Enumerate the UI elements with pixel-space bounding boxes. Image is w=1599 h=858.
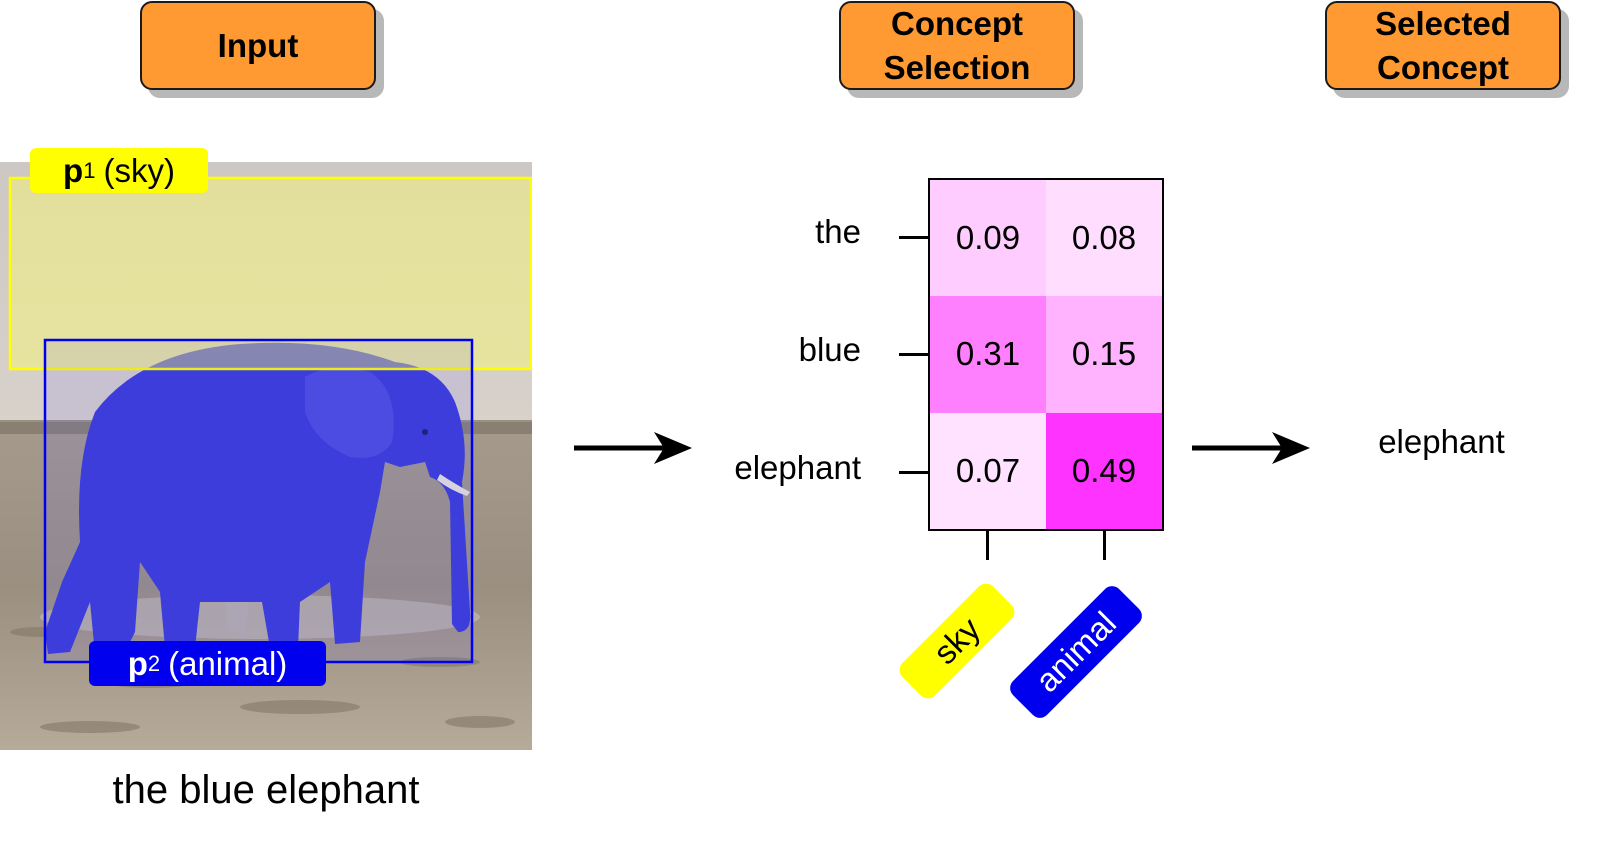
input-caption: the blue elephant bbox=[112, 768, 420, 812]
concept-selection-header-line1: Concept bbox=[891, 4, 1023, 42]
row-label-elephant: elephant bbox=[734, 449, 861, 486]
region-tag-p1-letter: p bbox=[63, 151, 84, 189]
row-tick bbox=[899, 353, 928, 356]
selected-concept-result: elephant bbox=[1378, 423, 1505, 460]
concept-selection-header: Concept Selection bbox=[839, 1, 1075, 90]
column-tick bbox=[1103, 531, 1106, 560]
row-tick bbox=[899, 471, 928, 474]
column-tick bbox=[986, 531, 989, 560]
selected-concept-header-line2: Concept bbox=[1377, 48, 1509, 86]
input-image bbox=[0, 162, 532, 750]
arrow-right-icon bbox=[1192, 432, 1310, 464]
matrix-cell: 0.15 bbox=[1046, 296, 1162, 413]
column-label-animal-text: animal bbox=[1028, 604, 1124, 700]
selected-concept-header-line1: Selected bbox=[1375, 4, 1511, 42]
row-tick bbox=[899, 236, 928, 239]
region-tag-p2: p 2 (animal) bbox=[89, 641, 326, 686]
column-label-sky: sky bbox=[895, 579, 1019, 703]
row-label-the: the bbox=[815, 213, 861, 250]
region-tag-p2-letter: p bbox=[127, 644, 148, 682]
matrix-cell: 0.08 bbox=[1046, 180, 1162, 297]
matrix-cell: 0.07 bbox=[930, 412, 1046, 529]
arrow-right-icon bbox=[574, 432, 692, 464]
region-tag-p1-concept: (sky) bbox=[103, 151, 175, 189]
region-tag-p1: p 1 (sky) bbox=[30, 148, 208, 193]
attention-matrix: 0.09 0.08 0.31 0.15 0.07 0.49 bbox=[928, 178, 1164, 531]
input-header-label: Input bbox=[217, 26, 299, 64]
region-tag-p2-index: 2 bbox=[147, 650, 161, 676]
matrix-cell: 0.09 bbox=[930, 180, 1046, 297]
elephant-photo bbox=[0, 162, 532, 750]
column-label-sky-text: sky bbox=[926, 610, 988, 672]
region-tag-p1-index: 1 bbox=[83, 157, 96, 183]
input-header: Input bbox=[140, 1, 376, 90]
region-tag-p2-concept: (animal) bbox=[168, 644, 288, 682]
matrix-cell: 0.49 bbox=[1046, 412, 1162, 529]
selected-concept-header: Selected Concept bbox=[1325, 1, 1561, 90]
row-label-blue: blue bbox=[798, 331, 861, 368]
column-label-animal: animal bbox=[1005, 581, 1147, 723]
matrix-cell: 0.31 bbox=[930, 296, 1046, 413]
concept-selection-header-line2: Selection bbox=[883, 48, 1031, 86]
